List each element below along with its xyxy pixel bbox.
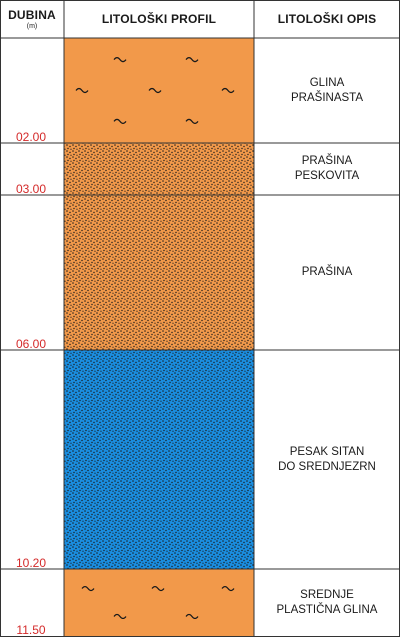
profile-header-label: LITOLOŠKI PROFIL (101, 12, 217, 26)
layer-description: SREDNJE PLASTIČNA GLINA (256, 569, 398, 636)
depth-unit-label: (m) (26, 23, 38, 30)
layer-fill-1 (64, 38, 254, 143)
clay-tilde-mark (113, 57, 127, 63)
description-line: SREDNJE (300, 588, 354, 601)
description-line: GLINA (309, 76, 345, 89)
clay-tilde-mark (151, 585, 165, 592)
clay-tilde-mark (81, 585, 95, 592)
depth-label: 06.00 (15, 337, 47, 351)
description-line: PRAŠINA (301, 266, 353, 278)
clay-tilde-mark (185, 57, 199, 63)
depth-label: 03.00 (15, 182, 47, 196)
depth-column-header: DUBINA (m) (0, 0, 64, 38)
clay-tilde-mark (113, 613, 127, 620)
clay-tilde-mark (113, 118, 127, 124)
clay-tilde-mark (221, 87, 235, 94)
depth-header-label: DUBINA (8, 8, 56, 22)
layer-description: GLINA PRAŠINASTA (256, 38, 398, 143)
depth-label: 10.20 (15, 556, 47, 570)
layer-description: PESAK SITAN DO SREDNJEZRN (256, 350, 398, 569)
profile-column-header: LITOLOŠKI PROFIL (64, 0, 254, 38)
description-line: PLASTIČNA GLINA (276, 603, 378, 616)
description-line: DO SREDNJEZRN (278, 460, 376, 473)
layer-dots-3 (64, 195, 254, 350)
description-header-label: LITOLOŠKI OPIS (277, 12, 377, 26)
clay-tilde-mark (148, 87, 162, 94)
description-line: PESAK SITAN (289, 445, 365, 458)
layer-dots-2 (64, 143, 254, 195)
depth-label: 02.00 (15, 130, 47, 144)
description-line: PRAŠINASTA (291, 91, 363, 104)
description-column-header: LITOLOŠKI OPIS (254, 0, 400, 38)
clay-tilde-mark (185, 613, 199, 620)
layer-description: PRAŠINA (256, 195, 398, 350)
layer-fill-5 (64, 569, 254, 636)
description-line: PRAŠINA (301, 155, 353, 167)
layer-dots-4 (64, 350, 254, 569)
description-line: PESKOVITA (294, 170, 360, 182)
clay-tilde-mark (75, 87, 89, 94)
clay-tilde-mark (185, 118, 199, 124)
depth-label: 11.50 (16, 623, 46, 637)
clay-tilde-mark (221, 585, 235, 592)
layer-description: PRAŠINA PESKOVITA (256, 143, 398, 195)
